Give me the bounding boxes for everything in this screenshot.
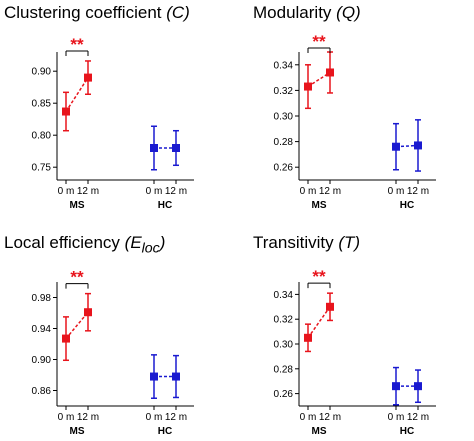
significance-label: ** [70,268,84,287]
panel-modularity: Modularity (Q) 0.26 0.28 0.30 0.32 0.34 0 m 12… [237,0,474,220]
data-point [414,382,422,391]
y-tick-label: 0.28 [274,364,294,375]
group-label: MS [70,426,85,437]
group-label: HC [158,200,172,211]
y-tick-label: 0.32 [274,315,294,326]
y-tick-label: 0.94 [32,324,52,335]
series-line [307,306,331,339]
significance-label: ** [70,35,84,54]
data-point [150,372,158,381]
data-point [172,144,180,152]
data-point [326,68,334,77]
x-tick-label: 0 m [58,186,75,197]
x-tick-label: 12 m [407,412,429,423]
group-label: HC [400,200,414,211]
data-point [304,82,312,91]
chart-title-symbol: (C) [166,3,190,22]
y-tick-label: 0.98 [32,293,52,304]
data-point [150,144,158,152]
group-label: MS [312,426,327,437]
data-point [62,334,70,343]
series-line [65,77,89,112]
x-tick-label: 0 m [58,412,75,423]
chart-title-symbol: (Q) [336,3,361,22]
x-tick-label: 0 m [146,412,163,423]
data-point [392,382,400,391]
panel-clustering-coefficient: Clustering coefficient (C) 0.75 0.80 0.85 0… [0,0,237,220]
x-tick-label: 12 m [165,412,187,423]
y-tick-label: 0.75 [32,163,52,174]
data-point [326,302,334,311]
chart-title-subscript: loc [141,240,160,257]
panel-transitivity: Transitivity (T) 0.26 0.28 0.30 0.32 0.34 0 m… [237,220,474,440]
data-point [172,372,180,381]
y-tick-label: 0.32 [274,86,294,97]
chart-title-text: Clustering coefficient [4,3,162,22]
x-tick-label: 0 m [300,186,317,197]
x-tick-label: 12 m [77,186,99,197]
x-tick-label: 12 m [165,186,187,197]
y-tick-label: 0.85 [32,99,52,110]
data-point [304,333,312,342]
chart-title: Local efficiency (Eloc) [4,233,165,256]
data-point [84,308,92,317]
x-tick-label: 0 m [388,412,405,423]
y-tick-label: 0.90 [32,355,52,366]
y-tick-label: 0.80 [32,131,52,142]
group-label: HC [400,426,414,437]
group-label: MS [312,200,327,211]
chart-title-text: Transitivity [253,233,334,252]
series-line [395,144,419,148]
panel-local-efficiency: Local efficiency (Eloc) 0.86 0.90 0.94 0.98… [0,220,237,440]
y-tick-label: 0.34 [274,290,294,301]
series-line [65,311,89,340]
data-point [414,141,422,150]
y-tick-label: 0.34 [274,60,294,71]
significance-label: ** [312,267,326,286]
y-tick-label: 0.90 [32,67,52,78]
chart-title-text: Local efficiency [4,233,120,252]
group-label: MS [70,200,85,211]
significance-label: ** [312,32,326,51]
x-tick-label: 0 m [146,186,163,197]
y-tick-label: 0.30 [274,112,294,123]
chart-title-symbol: (E [124,233,142,252]
y-tick-label: 0.86 [32,386,52,397]
x-tick-label: 12 m [407,186,429,197]
chart-title-text: Modularity [253,3,332,22]
x-tick-label: 12 m [319,412,341,423]
chart-title: Transitivity (T) [253,233,360,253]
chart-title: Modularity (Q) [253,3,361,23]
x-tick-label: 12 m [319,186,341,197]
y-tick-label: 0.26 [274,163,294,174]
x-tick-label: 0 m [300,412,317,423]
chart-title-symbol: (T) [338,233,361,252]
group-label: HC [158,426,172,437]
y-tick-label: 0.26 [274,389,294,400]
chart-title: Clustering coefficient (C) [4,3,190,23]
data-point [84,73,92,82]
x-tick-label: 0 m [388,186,405,197]
data-point [392,142,400,151]
data-point [62,107,70,116]
y-tick-label: 0.30 [274,340,294,351]
y-tick-label: 0.28 [274,137,294,148]
x-tick-label: 12 m [77,412,99,423]
chart-title-close: ) [159,233,166,252]
